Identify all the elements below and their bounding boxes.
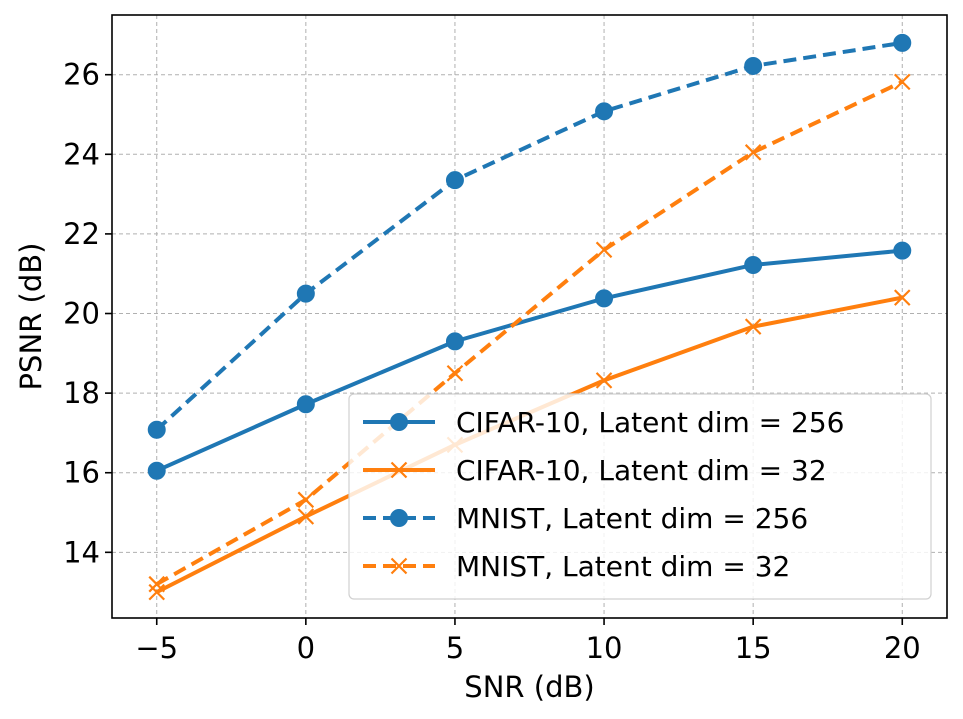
y-axis-label: PSNR (dB) — [14, 243, 48, 391]
legend-item: CIFAR-10, Latent dim = 32 — [363, 454, 827, 487]
series-line — [155, 80, 904, 586]
series-line — [155, 248, 903, 473]
legend-marker — [390, 509, 408, 527]
legend-marker — [390, 557, 408, 575]
series-line — [155, 40, 903, 432]
x-tick-label: 20 — [884, 631, 921, 665]
y-tick-label: 16 — [63, 456, 100, 490]
series-1 — [147, 241, 912, 480]
legend-item: MNIST, Latent dim = 32 — [363, 550, 790, 583]
data-point — [446, 364, 464, 382]
series-4 — [148, 73, 911, 593]
x-tick-label: 0 — [297, 631, 315, 665]
data-point — [296, 395, 315, 414]
legend-label: MNIST, Latent dim = 256 — [456, 502, 808, 535]
legend-marker — [390, 413, 408, 431]
data-point — [147, 420, 166, 439]
data-point — [744, 255, 763, 274]
y-tick-label: 26 — [63, 58, 100, 92]
data-point — [147, 461, 166, 480]
data-point — [744, 56, 763, 75]
legend-item: MNIST, Latent dim = 256 — [363, 502, 808, 535]
data-point — [297, 508, 315, 525]
data-point — [744, 318, 762, 335]
y-tick-label: 24 — [63, 137, 100, 171]
data-point — [595, 372, 613, 389]
series-3 — [147, 33, 912, 439]
x-axis-ticks: −5 0 5 10 15 20 — [135, 618, 921, 665]
legend-label: CIFAR-10, Latent dim = 32 — [456, 454, 827, 487]
legend-label: CIFAR-10, Latent dim = 256 — [456, 406, 844, 439]
data-point — [297, 491, 315, 509]
y-tick-label: 20 — [63, 297, 100, 331]
plot-frame — [111, 14, 948, 619]
data-point — [893, 241, 912, 260]
x-tick-label: 10 — [586, 631, 623, 665]
legend-label: MNIST, Latent dim = 32 — [456, 550, 790, 583]
data-point — [296, 284, 315, 303]
x-tick-label: −5 — [135, 631, 178, 665]
x-tick-label: 5 — [446, 631, 464, 665]
data-point — [148, 575, 166, 593]
legend-item: CIFAR-10, Latent dim = 256 — [363, 406, 844, 439]
data-point — [893, 33, 912, 52]
legend-marker — [390, 461, 408, 479]
data-point — [595, 241, 613, 259]
data-point — [893, 73, 911, 91]
legend: CIFAR-10, Latent dim = 256 CIFAR-10, Late… — [348, 393, 932, 600]
data-point — [148, 583, 166, 601]
legend-box — [348, 393, 932, 600]
y-tick-label: 22 — [63, 217, 100, 251]
data-point — [445, 171, 464, 190]
data-point — [595, 289, 614, 308]
data-point — [893, 289, 911, 306]
y-axis-ticks: 14 16 18 20 22 24 26 — [63, 58, 112, 569]
data-point — [595, 102, 614, 121]
x-axis-label: SNR (dB) — [464, 670, 594, 704]
y-tick-label: 18 — [63, 376, 100, 410]
x-tick-label: 15 — [735, 631, 772, 665]
data-point — [744, 144, 762, 161]
data-point — [445, 332, 464, 351]
y-tick-label: 14 — [63, 535, 100, 569]
